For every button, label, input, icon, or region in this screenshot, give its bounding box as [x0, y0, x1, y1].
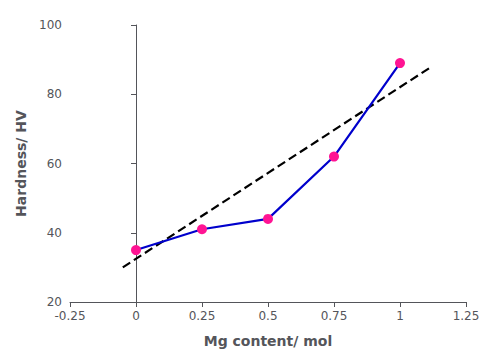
svg-text:20: 20 [47, 295, 62, 309]
svg-text:80: 80 [47, 87, 62, 101]
svg-text:0.5: 0.5 [258, 309, 277, 323]
svg-text:60: 60 [47, 157, 62, 171]
svg-text:40: 40 [47, 226, 62, 240]
svg-text:0.25: 0.25 [189, 309, 216, 323]
svg-text:1.25: 1.25 [453, 309, 480, 323]
svg-text:Hardness/ HV: Hardness/ HV [13, 110, 29, 217]
svg-text:-0.25: -0.25 [54, 309, 85, 323]
svg-text:0.75: 0.75 [321, 309, 348, 323]
svg-text:Mg content/ mol: Mg content/ mol [204, 333, 333, 349]
svg-text:100: 100 [39, 18, 62, 32]
svg-text:0: 0 [132, 309, 140, 323]
svg-text:1: 1 [396, 309, 404, 323]
